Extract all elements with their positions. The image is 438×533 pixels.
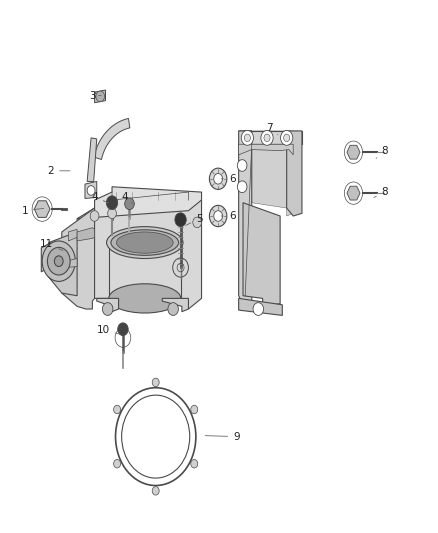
Circle shape: [261, 131, 273, 146]
Text: 3: 3: [89, 91, 101, 101]
Polygon shape: [243, 203, 280, 306]
Circle shape: [237, 181, 247, 192]
Circle shape: [113, 459, 120, 468]
Text: 7: 7: [266, 123, 278, 135]
Circle shape: [102, 303, 113, 316]
Circle shape: [209, 205, 227, 227]
Circle shape: [118, 323, 128, 336]
Circle shape: [152, 487, 159, 495]
Polygon shape: [62, 208, 95, 309]
Text: 5: 5: [186, 214, 203, 225]
Text: 1: 1: [21, 206, 44, 216]
Text: 8: 8: [376, 146, 388, 158]
Text: 2: 2: [48, 166, 70, 176]
Circle shape: [175, 213, 186, 227]
Circle shape: [87, 185, 95, 195]
Circle shape: [191, 459, 198, 468]
Polygon shape: [239, 131, 293, 216]
Circle shape: [193, 217, 201, 228]
Polygon shape: [347, 146, 360, 159]
Circle shape: [168, 303, 178, 316]
Circle shape: [191, 405, 198, 414]
Text: 4: 4: [122, 192, 133, 204]
Polygon shape: [85, 181, 97, 198]
Circle shape: [113, 405, 120, 414]
Circle shape: [209, 168, 227, 189]
Text: 6: 6: [221, 174, 235, 184]
Polygon shape: [77, 187, 201, 219]
Circle shape: [90, 211, 99, 221]
Polygon shape: [239, 131, 252, 309]
Circle shape: [284, 134, 290, 142]
Circle shape: [175, 213, 184, 224]
Polygon shape: [87, 138, 97, 181]
Text: 11: 11: [40, 239, 63, 251]
Circle shape: [244, 134, 251, 142]
Polygon shape: [347, 186, 360, 200]
Polygon shape: [239, 144, 293, 155]
Circle shape: [241, 131, 254, 146]
Text: 9: 9: [205, 432, 240, 442]
Circle shape: [214, 173, 223, 184]
Text: 8: 8: [374, 187, 388, 197]
Polygon shape: [77, 200, 201, 309]
Circle shape: [125, 198, 134, 209]
Circle shape: [54, 256, 63, 266]
Ellipse shape: [111, 230, 179, 255]
Polygon shape: [97, 298, 119, 312]
Circle shape: [47, 247, 70, 275]
Circle shape: [281, 131, 293, 146]
Circle shape: [108, 208, 117, 219]
Circle shape: [264, 134, 270, 142]
Text: 10: 10: [97, 325, 120, 335]
Polygon shape: [68, 229, 77, 241]
Circle shape: [253, 303, 264, 316]
Circle shape: [237, 160, 247, 171]
Polygon shape: [95, 90, 106, 103]
Text: 4: 4: [91, 192, 109, 203]
Polygon shape: [162, 298, 188, 312]
Circle shape: [106, 196, 118, 209]
Polygon shape: [239, 131, 302, 144]
Circle shape: [152, 378, 159, 386]
Polygon shape: [287, 131, 302, 216]
Text: 6: 6: [221, 211, 235, 221]
Ellipse shape: [109, 284, 181, 313]
Polygon shape: [77, 228, 95, 241]
Ellipse shape: [106, 227, 183, 259]
Ellipse shape: [117, 232, 173, 253]
Circle shape: [96, 91, 105, 102]
Circle shape: [214, 211, 223, 221]
Polygon shape: [94, 118, 130, 159]
Circle shape: [42, 241, 75, 281]
Polygon shape: [34, 201, 50, 217]
Polygon shape: [239, 298, 283, 316]
Polygon shape: [41, 243, 51, 272]
Polygon shape: [65, 259, 77, 268]
Polygon shape: [49, 232, 77, 296]
